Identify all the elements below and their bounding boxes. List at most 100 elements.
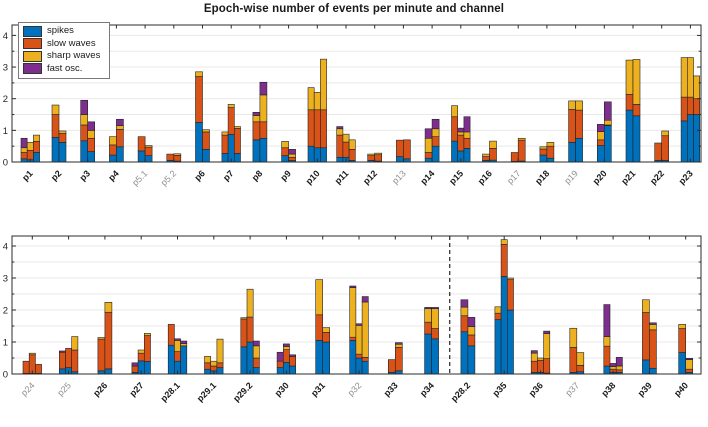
bar-segment: [396, 156, 404, 163]
x-label-p14: p14: [418, 168, 436, 186]
bar-group-p21: [625, 59, 641, 163]
bar-segment: [109, 154, 117, 163]
bar-segment: [494, 312, 502, 320]
bar-segment: [204, 356, 211, 364]
bar-segment: [51, 104, 60, 115]
bar-group-p6: [195, 71, 210, 163]
bar-segment: [246, 341, 254, 375]
bar-segment: [403, 139, 411, 160]
y-tick-label: 3: [3, 274, 8, 285]
bar-segment: [649, 329, 657, 369]
y-tick-label: 3: [3, 63, 8, 74]
bar-segment: [234, 153, 241, 163]
bar-segment: [685, 368, 694, 373]
bar-segment: [104, 302, 113, 313]
x-label-p15: p15: [447, 168, 465, 186]
bar-segment: [530, 360, 538, 373]
bar-segment: [568, 109, 576, 143]
x-label-p20: p20: [591, 168, 609, 186]
bar-segment: [221, 134, 229, 154]
bar-segment: [252, 340, 260, 347]
bar-segment: [221, 153, 229, 163]
bar-segment: [288, 153, 296, 158]
bar-segment: [361, 301, 369, 358]
bar-segment: [58, 351, 66, 370]
bar-segment: [288, 156, 296, 161]
bar-segment: [596, 124, 605, 132]
x-label-p33: p33: [382, 380, 400, 398]
bar-segment: [603, 125, 612, 163]
bar-segment: [315, 279, 324, 316]
bar-segment: [424, 128, 433, 139]
bar-segment: [322, 332, 331, 343]
bar-segment: [642, 359, 650, 375]
bar-group-p28.2: [460, 299, 476, 375]
bar-segment: [259, 81, 268, 96]
bar-segment: [144, 155, 153, 163]
bar-segment: [349, 285, 357, 288]
legend-item-spikes: spikes: [23, 25, 100, 38]
bar-segment: [322, 327, 331, 333]
bar-segment: [686, 57, 694, 98]
bar-segment: [685, 359, 694, 370]
bar-segment: [144, 146, 153, 156]
bar-group-p14: [424, 118, 440, 163]
bar-segment: [361, 360, 369, 375]
bar-segment: [259, 137, 268, 163]
x-label-p35: p35: [491, 380, 509, 398]
bar-segment: [313, 92, 321, 111]
bar-segment: [543, 358, 551, 374]
bar-segment: [166, 153, 175, 161]
bar-segment: [457, 134, 465, 152]
bar-segment: [463, 148, 471, 163]
bar-segment: [180, 340, 188, 344]
bar-segment: [576, 352, 585, 366]
bar-segment: [195, 76, 203, 123]
bar-segment: [596, 131, 605, 141]
x-label-p29.2: p29.2: [231, 380, 254, 403]
bar-segment: [204, 368, 211, 375]
bar-segment: [51, 114, 60, 138]
bar-segment: [482, 156, 490, 161]
bar-segment: [221, 131, 229, 136]
bar-segment: [693, 98, 700, 115]
x-label-p19: p19: [562, 168, 580, 186]
bar-segment: [349, 340, 357, 375]
y-tick-label: 2: [3, 306, 8, 317]
bar-group-p17: [510, 137, 526, 163]
bar-segment: [104, 368, 113, 375]
legend-swatch: [23, 50, 42, 62]
bar-segment: [394, 342, 403, 345]
bar-segment: [348, 149, 356, 161]
bar-segment: [500, 239, 508, 245]
bar-segment: [424, 137, 433, 153]
bar-segment: [87, 121, 95, 131]
bar-segment: [307, 109, 315, 147]
y-tick-label: 4: [3, 242, 8, 253]
bar-segment: [320, 109, 327, 149]
bar-segment: [202, 149, 210, 163]
bar-group-p29.2: [240, 288, 260, 375]
bar-segment: [506, 277, 514, 280]
bar-segment: [210, 360, 218, 367]
bar-segment: [575, 137, 583, 163]
bar-segment: [246, 316, 254, 343]
legend-item-slow-waves: slow waves: [23, 38, 100, 51]
bar-segment: [457, 131, 465, 136]
bar-segment: [361, 296, 369, 303]
bar-segment: [195, 122, 203, 163]
bar-group-p4: [109, 118, 124, 163]
bar-segment: [530, 352, 538, 362]
bar-segment: [252, 345, 260, 359]
x-label-p12: p12: [361, 168, 379, 186]
bar-group-p40: [678, 324, 694, 375]
bar-segment: [87, 137, 95, 152]
bar-segment: [252, 121, 261, 141]
x-label-p18: p18: [533, 168, 551, 186]
bar-segment: [506, 279, 514, 311]
bar-segment: [58, 133, 67, 143]
bar-segment: [33, 152, 40, 163]
legend-label: spikes: [47, 25, 74, 37]
bar-segment: [431, 118, 440, 130]
bar-segment: [282, 346, 290, 350]
